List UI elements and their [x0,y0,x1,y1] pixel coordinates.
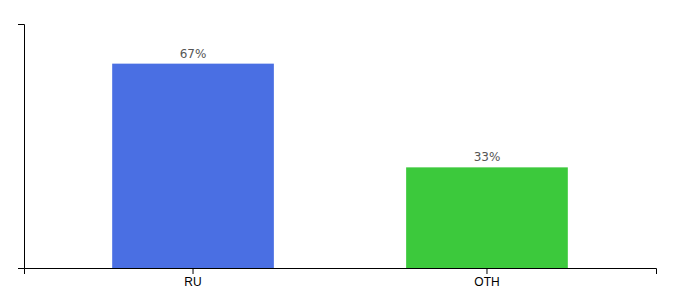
plot: RU OTH 67% 33% [18,25,657,289]
data-label: 67% [180,47,207,61]
y-axis-line [18,25,25,269]
chart-svg: RU OTH 67% 33% [0,0,680,300]
data-labels: 67% 33% [180,47,501,165]
bars [112,64,568,268]
x-tick-mark [486,268,487,274]
x-tick: OTH [474,268,499,289]
x-tick-label: OTH [474,275,499,289]
x-axis: RU OTH [25,268,657,289]
data-label: 33% [474,150,501,164]
x-tick: RU [184,268,201,289]
x-tick-mark [193,268,194,274]
bar [406,167,568,268]
chart-container: RU OTH 67% 33% [0,0,680,300]
x-tick-label: RU [184,275,201,289]
x-axis-line [25,269,657,275]
bar [112,64,274,268]
y-axis [18,25,25,269]
